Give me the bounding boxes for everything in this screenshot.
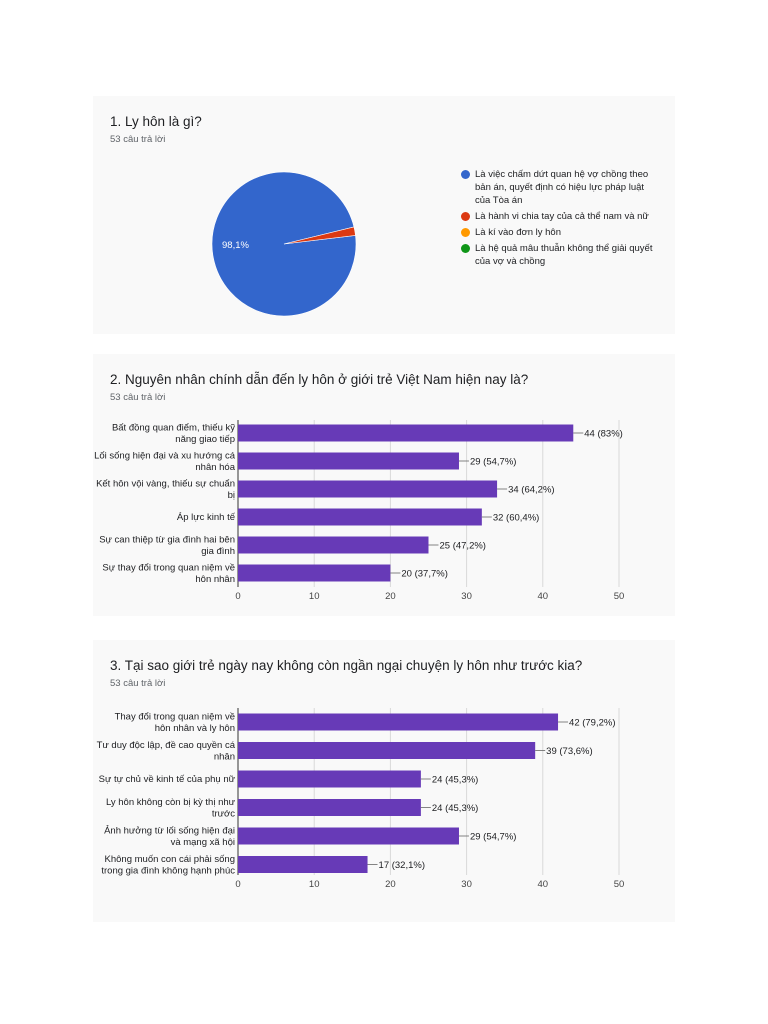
bar <box>238 799 421 816</box>
question-card-1: 1. Ly hôn là gì? 53 câu trả lời 98,1% Là… <box>93 96 675 334</box>
tick-label: 10 <box>309 591 320 602</box>
category-label: Ảnh hưởng từ lối sống hiện đại và mạng xã… <box>104 824 235 848</box>
question-card-3: 3. Tại sao giới trẻ ngày nay không còn n… <box>93 640 675 922</box>
legend-item: Là việc chấm dứt quan hệ vợ chồng theo b… <box>459 168 659 207</box>
legend-label: Là hành vi chia tay của cả thể nam và nữ <box>475 211 649 222</box>
response-count: 53 câu trả lời <box>110 678 166 689</box>
bar <box>238 536 429 554</box>
legend-swatch <box>461 170 470 179</box>
data-label: 20 (37,7%) <box>401 569 447 580</box>
category-label: Sự can thiệp từ gia đình hai bên gia đình <box>99 534 235 557</box>
bar <box>238 424 574 442</box>
tick-label: 40 <box>538 591 549 602</box>
pie-slice <box>283 226 356 245</box>
data-label: 29 (54,7%) <box>470 832 516 843</box>
category-label: Kết hôn vội vàng, thiếu sự chuẩn bị <box>96 478 235 501</box>
legend-swatch <box>461 228 470 237</box>
category-label: Thay đổi trong quan niệm về hôn nhân và l… <box>115 711 235 734</box>
category-label: Tư duy độc lập, đề cao quyền cá nhân <box>97 740 236 763</box>
data-label: 25 (47,2%) <box>440 541 486 552</box>
tick-label: 30 <box>461 591 472 602</box>
tick-label: 30 <box>461 879 472 890</box>
category-label: Sự thay đổi trong quan niệm về hôn nhân <box>102 562 235 585</box>
category-label: Áp lực kinh tế <box>177 512 236 523</box>
bar <box>238 742 536 759</box>
bar <box>238 508 482 526</box>
question-card-2: 2. Nguyên nhân chính dẫn đến ly hôn ở gi… <box>93 354 675 616</box>
question-title: 2. Nguyên nhân chính dẫn đến ly hôn ở gi… <box>110 372 529 387</box>
tick-label: 20 <box>385 879 396 890</box>
category-label: Sự tự chủ về kinh tế của phụ nữ <box>99 774 236 785</box>
category-label: Lối sống hiện đại và xu hướng cá nhân hóa <box>94 450 236 473</box>
category-label: Ly hôn không còn bị kỳ thị như trước <box>106 797 236 820</box>
legend-swatch <box>461 212 470 221</box>
legend-item: Là hành vi chia tay của cả thể nam và nữ <box>459 210 659 223</box>
response-count: 53 câu trả lời <box>110 392 166 403</box>
data-label: 24 (45,3%) <box>432 803 478 814</box>
tick-label: 50 <box>614 879 625 890</box>
bar <box>238 452 459 470</box>
bar-chart: 0 10 20 30 40 50 44 (83%) Bất đồng quan điểm, t… <box>94 420 625 602</box>
bar <box>238 856 368 873</box>
data-label: 17 (32,1%) <box>379 860 425 871</box>
data-label: 32 (60,4%) <box>493 513 539 524</box>
data-label: 44 (83%) <box>584 429 623 440</box>
tick-label: 50 <box>614 591 625 602</box>
bar <box>238 480 498 498</box>
legend-label: Là việc chấm dứt quan hệ vợ chồng theo b… <box>475 169 649 206</box>
pie-chart: 98,1% <box>211 171 357 317</box>
data-label: 29 (54,7%) <box>470 457 516 468</box>
tick-label: 0 <box>235 591 240 602</box>
question-title: 1. Ly hôn là gì? <box>110 114 202 129</box>
data-label: 42 (79,2%) <box>569 718 615 729</box>
bar <box>238 770 421 788</box>
legend-label: Là kí vào đơn ly hôn <box>475 227 561 238</box>
bar <box>238 713 559 731</box>
pie-slice-label: 98,1% <box>222 240 249 251</box>
question-title: 3. Tại sao giới trẻ ngày nay không còn n… <box>110 658 583 673</box>
legend-item: Là hệ quả mâu thuẫn không thể giải quyết… <box>459 242 659 268</box>
tick-label: 10 <box>309 879 320 890</box>
bar <box>238 827 459 845</box>
tick-label: 20 <box>385 591 396 602</box>
legend-swatch <box>461 244 470 253</box>
tick-label: 0 <box>235 879 240 890</box>
pie-legend: Là việc chấm dứt quan hệ vợ chồng theo b… <box>459 168 659 271</box>
response-count: 53 câu trả lời <box>110 134 166 145</box>
legend-label: Là hệ quả mâu thuẫn không thể giải quyết… <box>475 243 653 267</box>
data-label: 39 (73,6%) <box>546 746 592 757</box>
bar <box>238 564 391 582</box>
data-label: 34 (64,2%) <box>508 485 554 496</box>
legend-item: Là kí vào đơn ly hôn <box>459 226 659 239</box>
tick-label: 40 <box>538 879 549 890</box>
category-label: Không muốn con cái phải sống trong gia đì… <box>101 854 235 877</box>
category-label: Bất đồng quan điểm, thiếu kỹ năng giao ti… <box>112 422 235 445</box>
bar-chart: 0 10 20 30 40 50 42 (79,2%) Thay đổi trong quan… <box>97 708 625 890</box>
data-label: 24 (45,3%) <box>432 775 478 786</box>
